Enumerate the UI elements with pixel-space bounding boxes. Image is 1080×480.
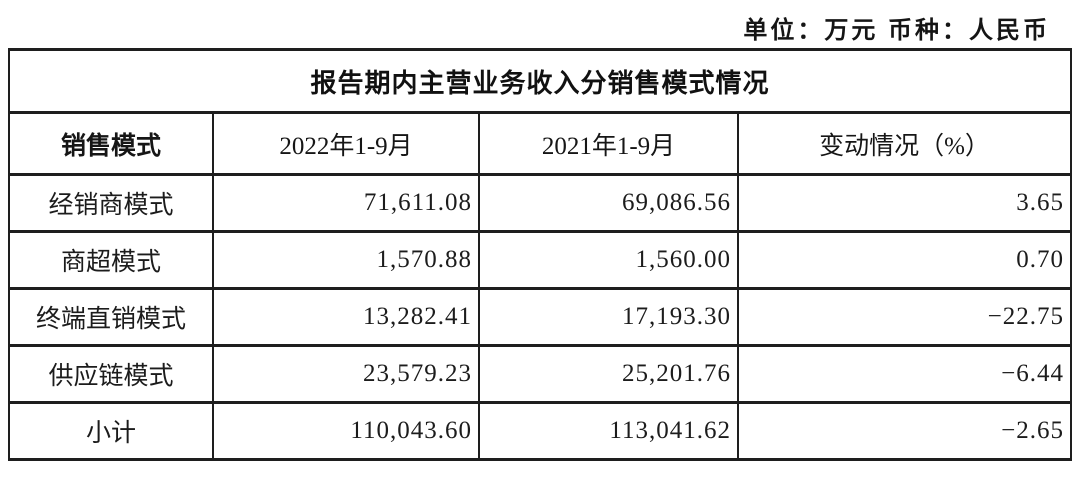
cell-change-value: −22.75 [736,287,1073,347]
cell-sales-mode: 小计 [8,401,214,461]
col-header-change-percent: 变动情况（%） [736,111,1073,176]
cell-sales-mode: 经销商模式 [8,173,214,233]
table-row-supermarket: 商超模式 1,570.88 1,560.00 0.70 [8,230,1073,290]
table-title: 报告期内主营业务收入分销售模式情况 [7,48,1073,114]
cell-change-value: −6.44 [736,344,1073,404]
table-header-row: 销售模式 2022年1-9月 2021年1-9月 变动情况（%） [8,111,1073,176]
cell-2021-value: 1,560.00 [478,230,739,290]
table-row-subtotal: 小计 110,043.60 113,041.62 −2.65 [8,401,1073,461]
col-header-2021-period: 2021年1-9月 [478,111,739,176]
cell-2021-value: 69,086.56 [478,173,739,233]
cell-2022-value: 110,043.60 [212,401,480,461]
cell-2021-value: 25,201.76 [478,344,739,404]
col-header-2022-period: 2022年1-9月 [212,111,480,176]
table-title-row: 报告期内主营业务收入分销售模式情况 [7,48,1073,114]
unit-currency-label: 单位：万元 币种：人民币 [743,17,1050,44]
cell-2021-value: 113,041.62 [478,401,739,461]
col-header-sales-mode: 销售模式 [8,111,214,176]
cell-sales-mode: 供应链模式 [8,344,214,404]
cell-2022-value: 13,282.41 [212,287,480,347]
cell-2022-value: 71,611.08 [212,173,480,233]
cell-sales-mode: 商超模式 [8,230,214,290]
cell-2021-value: 17,193.30 [478,287,739,347]
cell-2022-value: 1,570.88 [212,230,480,290]
table-row-distributor: 经销商模式 71,611.08 69,086.56 3.65 [8,173,1073,233]
revenue-by-sales-mode-table: 报告期内主营业务收入分销售模式情况 销售模式 2022年1-9月 2021年1-… [7,48,1073,461]
table-row-terminal-direct: 终端直销模式 13,282.41 17,193.30 −22.75 [8,287,1073,347]
cell-change-value: 0.70 [736,230,1073,290]
cell-2022-value: 23,579.23 [212,344,480,404]
table-row-supply-chain: 供应链模式 23,579.23 25,201.76 −6.44 [8,344,1073,404]
cell-change-value: −2.65 [736,401,1073,461]
cell-sales-mode: 终端直销模式 [8,287,214,347]
cell-change-value: 3.65 [736,173,1073,233]
